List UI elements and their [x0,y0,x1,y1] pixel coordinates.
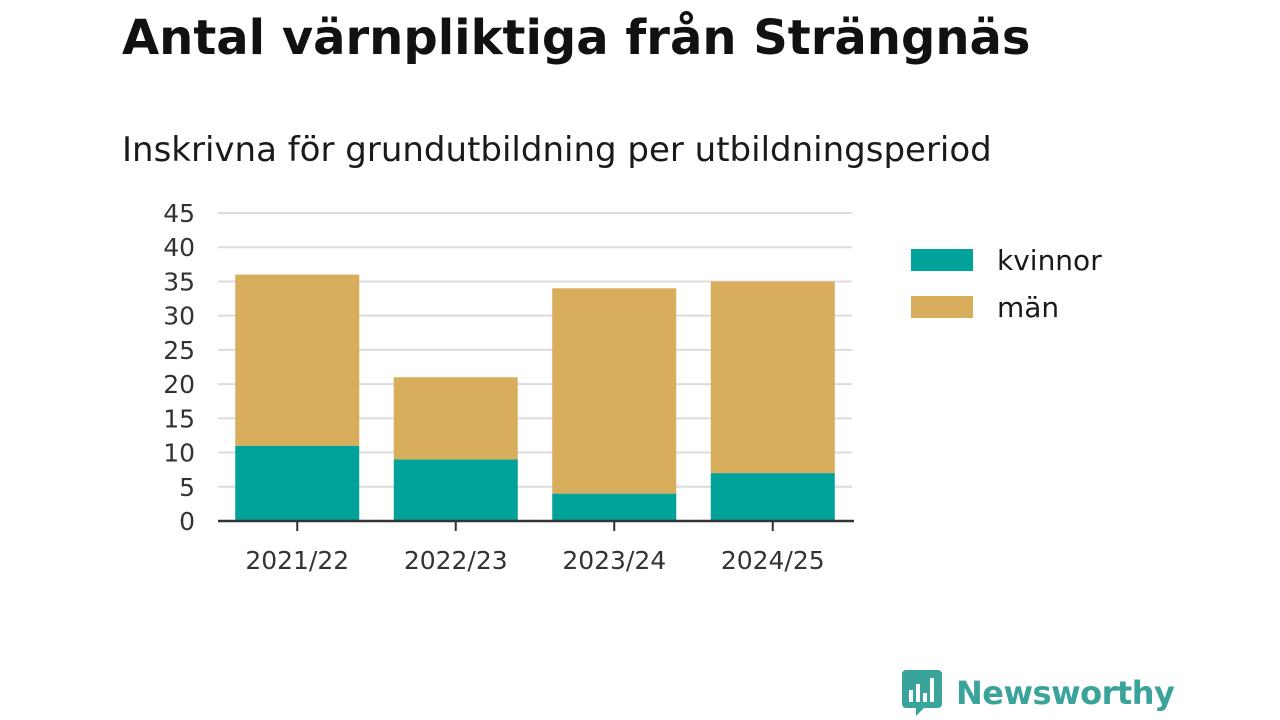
x-tick-label: 2022/23 [404,546,508,575]
y-tick-label: 35 [163,267,195,296]
bar-segment-kvinnor [393,459,518,521]
x-tick-label: 2021/22 [245,546,349,575]
x-tick-labels: 2021/22 2022/23 2023/24 2024/25 [245,546,824,575]
bar-segment-kvinnor [235,445,360,521]
legend-swatch [911,296,973,318]
bar-segment-man [552,288,677,494]
chart-subtitle: Inskrivna för grundutbildning per utbild… [122,130,992,170]
y-tick-label: 25 [163,336,195,365]
x-tick-label: 2023/24 [562,546,666,575]
y-tick-label: 10 [163,439,195,468]
bar-segment-kvinnor [552,493,677,521]
bars [235,274,835,521]
axes [218,519,854,531]
chart-title: Antal värnpliktiga från Strängnäs [122,10,1031,66]
legend-swatch [911,249,973,271]
y-tick-label: 0 [179,507,195,536]
brand-name: Newsworthy [956,674,1175,712]
legend-label: män [997,291,1059,324]
bar-segment-man [393,377,518,460]
y-tick-labels: 0 5 10 15 20 25 30 35 40 45 [163,199,195,536]
bar-segment-man [235,274,360,446]
y-tick-label: 40 [163,233,195,262]
newsworthy-logo: Newsworthy [902,668,1175,718]
newsworthy-chart-bubble-icon [902,670,942,716]
x-tick-label: 2024/25 [721,546,825,575]
y-tick-label: 20 [163,370,195,399]
bar-segment-man [710,281,835,474]
bar-segment-kvinnor [710,473,835,521]
legend: kvinnor män [911,244,1102,324]
legend-label: kvinnor [997,244,1102,277]
y-tick-label: 30 [163,302,195,331]
y-tick-label: 45 [163,199,195,228]
y-tick-label: 5 [179,473,195,502]
y-tick-label: 15 [163,404,195,433]
